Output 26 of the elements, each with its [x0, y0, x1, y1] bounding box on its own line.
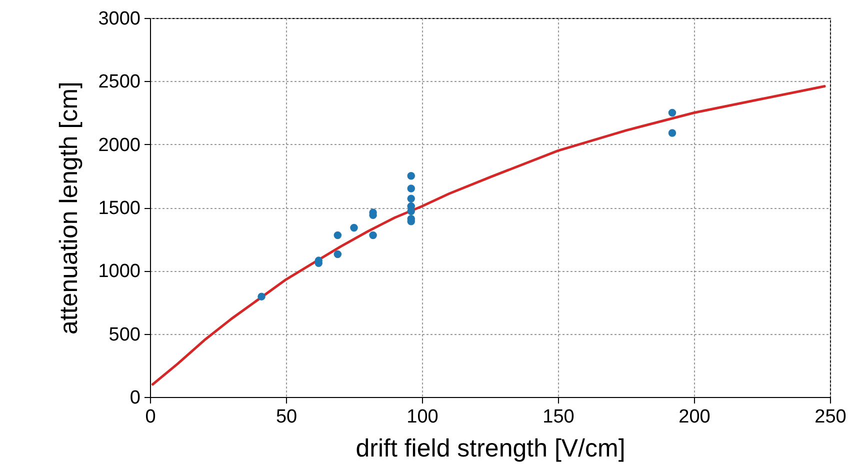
y-tick-label: 1500 [98, 198, 140, 219]
point [407, 194, 415, 203]
point [407, 172, 415, 180]
x-tick-label: 100 [406, 406, 438, 428]
x-tick-label: 0 [145, 406, 156, 428]
x-axis-title: drift field strength [V/cm] [356, 434, 626, 462]
point [668, 129, 676, 137]
x-tick-label: 150 [542, 406, 574, 428]
point [407, 184, 415, 192]
point [668, 108, 676, 117]
point [369, 231, 377, 240]
y-tick-label: 500 [108, 324, 140, 346]
point [258, 292, 266, 300]
y-tick-label: 1000 [98, 261, 140, 282]
x-tick-label: 50 [276, 406, 298, 428]
y-tick-label: 0 [130, 388, 140, 408]
y-axis-title: attenuation length [cm] [55, 82, 84, 334]
point [350, 224, 358, 232]
point [334, 250, 342, 258]
y-tick-label: 2000 [98, 134, 140, 156]
point [334, 231, 342, 240]
y-tick-label: 3000 [98, 8, 140, 30]
line-series [151, 84, 826, 386]
x-tick-label: 200 [678, 406, 710, 428]
y-tick-label: 2500 [98, 72, 140, 93]
x-tick-label: 250 [814, 406, 846, 428]
